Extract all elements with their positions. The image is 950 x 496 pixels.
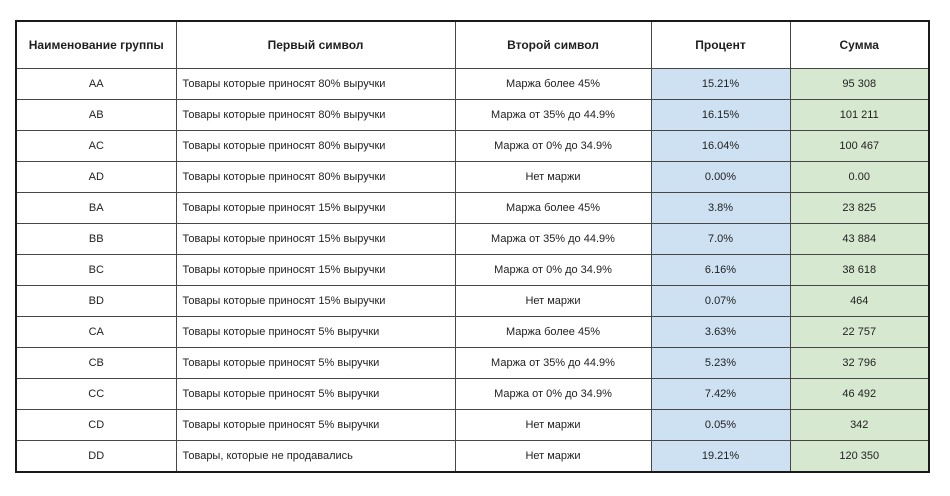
table-row: BD Товары которые приносят 15% выручки Н…: [15, 285, 930, 317]
percent-cell: 5.23%: [650, 347, 791, 379]
first-symbol-cell: Товары которые приносят 5% выручки: [175, 316, 456, 348]
second-symbol-cell: Нет маржи: [454, 409, 652, 441]
percent-cell: 0.07%: [650, 285, 791, 317]
percent-cell: 0.05%: [650, 409, 791, 441]
table-row: CA Товары которые приносят 5% выручки Ма…: [15, 316, 930, 348]
percent-cell: 19.21%: [650, 440, 791, 473]
percent-cell: 3.63%: [650, 316, 791, 348]
sum-cell: 46 492: [789, 378, 930, 410]
table-row: CC Товары которые приносят 5% выручки Ма…: [15, 378, 930, 410]
second-symbol-cell: Маржа более 45%: [454, 68, 652, 100]
percent-cell: 16.15%: [650, 99, 791, 131]
percent-cell: 7.0%: [650, 223, 791, 255]
percent-cell: 6.16%: [650, 254, 791, 286]
sum-cell: 0.00: [789, 161, 930, 193]
first-symbol-cell: Товары которые приносят 15% выручки: [175, 192, 456, 224]
first-symbol-cell: Товары которые приносят 80% выручки: [175, 99, 456, 131]
table-row: BB Товары которые приносят 15% выручки М…: [15, 223, 930, 255]
table-row: AD Товары которые приносят 80% выручки Н…: [15, 161, 930, 193]
second-symbol-cell: Маржа от 0% до 34.9%: [454, 378, 652, 410]
col-header-percent: Процент: [650, 20, 791, 69]
percent-cell: 3.8%: [650, 192, 791, 224]
col-header-group-name: Наименование группы: [15, 20, 177, 69]
first-symbol-cell: Товары которые приносят 80% выручки: [175, 161, 456, 193]
table-row: CB Товары которые приносят 5% выручки Ма…: [15, 347, 930, 379]
sum-cell: 43 884: [789, 223, 930, 255]
first-symbol-cell: Товары, которые не продавались: [175, 440, 456, 473]
sum-cell: 100 467: [789, 130, 930, 162]
sum-cell: 101 211: [789, 99, 930, 131]
group-cell: AA: [15, 68, 177, 100]
table-row: DD Товары, которые не продавались Нет ма…: [15, 440, 930, 473]
group-cell: CC: [15, 378, 177, 410]
group-cell: AC: [15, 130, 177, 162]
group-cell: CD: [15, 409, 177, 441]
second-symbol-cell: Маржа от 35% до 44.9%: [454, 223, 652, 255]
group-cell: BA: [15, 192, 177, 224]
first-symbol-cell: Товары которые приносят 80% выручки: [175, 68, 456, 100]
sum-cell: 22 757: [789, 316, 930, 348]
group-cell: CA: [15, 316, 177, 348]
second-symbol-cell: Маржа от 0% до 34.9%: [454, 254, 652, 286]
first-symbol-cell: Товары которые приносят 5% выручки: [175, 378, 456, 410]
first-symbol-cell: Товары которые приносят 5% выручки: [175, 409, 456, 441]
second-symbol-cell: Нет маржи: [454, 161, 652, 193]
table-row: AC Товары которые приносят 80% выручки М…: [15, 130, 930, 162]
group-cell: BD: [15, 285, 177, 317]
first-symbol-cell: Товары которые приносят 15% выручки: [175, 254, 456, 286]
first-symbol-cell: Товары которые приносят 80% выручки: [175, 130, 456, 162]
sum-cell: 342: [789, 409, 930, 441]
sum-cell: 38 618: [789, 254, 930, 286]
col-header-sum: Сумма: [789, 20, 930, 69]
table-row: AB Товары которые приносят 80% выручки М…: [15, 99, 930, 131]
percent-cell: 16.04%: [650, 130, 791, 162]
sum-cell: 464: [789, 285, 930, 317]
first-symbol-cell: Товары которые приносят 15% выручки: [175, 285, 456, 317]
second-symbol-cell: Нет маржи: [454, 440, 652, 473]
table-row: CD Товары которые приносят 5% выручки Не…: [15, 409, 930, 441]
second-symbol-cell: Маржа от 35% до 44.9%: [454, 99, 652, 131]
table-header-row: Наименование группы Первый символ Второй…: [15, 20, 930, 69]
group-cell: AB: [15, 99, 177, 131]
sum-cell: 32 796: [789, 347, 930, 379]
group-cell: BB: [15, 223, 177, 255]
sum-cell: 120 350: [789, 440, 930, 473]
second-symbol-cell: Маржа от 35% до 44.9%: [454, 347, 652, 379]
abc-analysis-table: Наименование группы Первый символ Второй…: [15, 20, 930, 473]
second-symbol-cell: Нет маржи: [454, 285, 652, 317]
group-cell: AD: [15, 161, 177, 193]
second-symbol-cell: Маржа более 45%: [454, 316, 652, 348]
percent-cell: 7.42%: [650, 378, 791, 410]
second-symbol-cell: Маржа более 45%: [454, 192, 652, 224]
group-cell: BC: [15, 254, 177, 286]
second-symbol-cell: Маржа от 0% до 34.9%: [454, 130, 652, 162]
sum-cell: 95 308: [789, 68, 930, 100]
percent-cell: 15.21%: [650, 68, 791, 100]
col-header-first-symbol: Первый символ: [175, 20, 456, 69]
col-header-second-symbol: Второй символ: [454, 20, 652, 69]
sum-cell: 23 825: [789, 192, 930, 224]
table-row: AA Товары которые приносят 80% выручки М…: [15, 68, 930, 100]
group-cell: CB: [15, 347, 177, 379]
group-cell: DD: [15, 440, 177, 473]
first-symbol-cell: Товары которые приносят 15% выручки: [175, 223, 456, 255]
table-row: BA Товары которые приносят 15% выручки М…: [15, 192, 930, 224]
table-row: BC Товары которые приносят 15% выручки М…: [15, 254, 930, 286]
percent-cell: 0.00%: [650, 161, 791, 193]
first-symbol-cell: Товары которые приносят 5% выручки: [175, 347, 456, 379]
